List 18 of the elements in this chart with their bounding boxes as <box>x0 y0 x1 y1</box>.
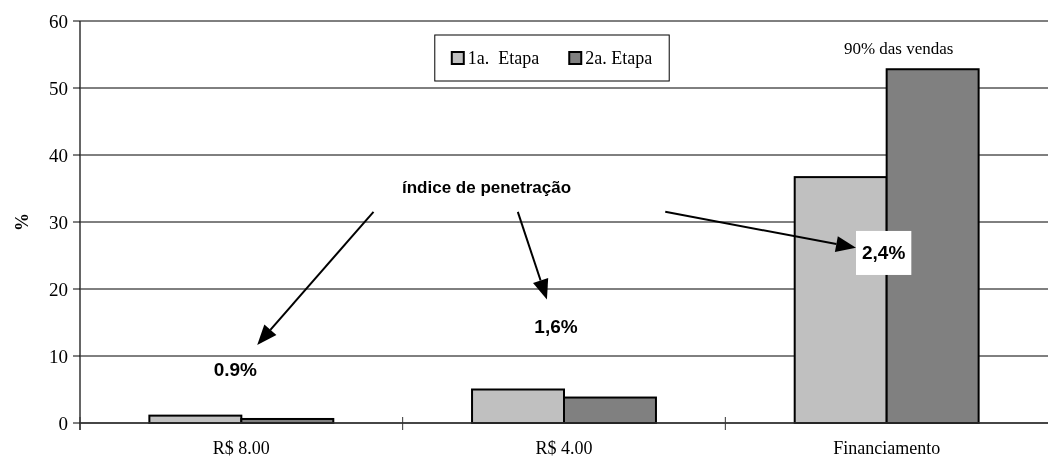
annotation: índice de penetração <box>402 178 572 198</box>
y-tick-label: 30 <box>49 211 68 233</box>
annotation: 90% das vendas <box>843 38 954 58</box>
annotation: 2,4% <box>862 242 906 264</box>
x-tick-label: R$ 4.00 <box>535 438 593 458</box>
legend-label: 2a. Etapa <box>585 48 653 68</box>
y-tick-label: 40 <box>49 144 68 166</box>
annotation: 0.9% <box>213 359 258 381</box>
y-tick-label: 60 <box>49 10 68 32</box>
x-tick-label: R$ 8.00 <box>212 438 270 458</box>
legend-label: 1a. Etapa <box>467 48 540 68</box>
x-tick-label: Financiamento <box>833 438 941 458</box>
y-axis-title: % <box>12 213 32 231</box>
annotation: 1,6% <box>534 316 578 338</box>
y-tick-label: 10 <box>49 345 68 367</box>
y-tick-label: 50 <box>49 77 68 99</box>
y-tick-label: 20 <box>49 278 68 300</box>
y-tick-label: 0 <box>58 412 68 434</box>
